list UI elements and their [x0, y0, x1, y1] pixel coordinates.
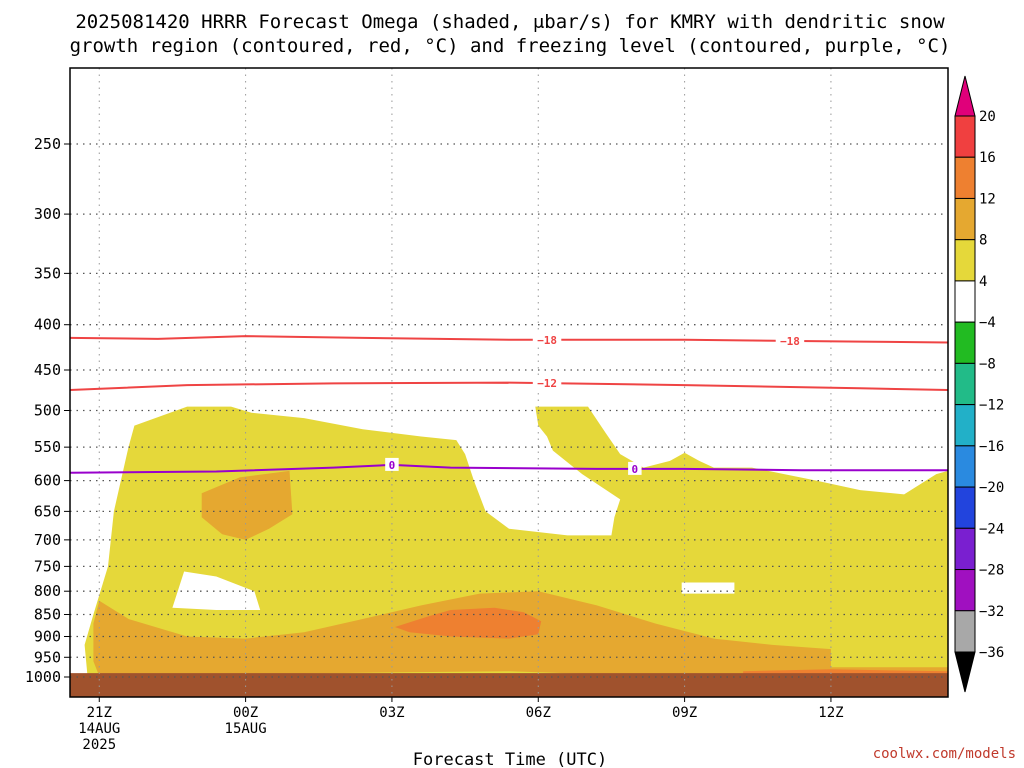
contour-label: 0: [632, 463, 639, 476]
y-tick-label: 500: [34, 402, 61, 420]
colorbar-label: 4: [979, 274, 987, 290]
colorbar-label: −28: [979, 563, 1004, 579]
colorbar-bin: [954, 404, 976, 447]
colorbar-bin: [954, 321, 976, 364]
y-tick-label: 600: [34, 472, 61, 490]
axes: 250 300 350 400 450 500 550 600 650 700 750 800 850 9…: [25, 67, 949, 753]
y-tick-label: 450: [34, 361, 61, 379]
y-tick-label: 550: [34, 438, 61, 456]
chart-title-line-2: growth region (contoured, red, °C) and f…: [70, 35, 951, 57]
colorbar-bin: [954, 445, 976, 488]
x-tick-label: 12Z: [818, 705, 843, 721]
contour-label-bg: [775, 333, 805, 347]
colorbar-label: −32: [979, 604, 1004, 620]
plot-content: −18 −18 −12 0 0: [70, 68, 948, 697]
colorbar-bin: [954, 280, 976, 323]
x-axis-title: Forecast Time (UTC): [413, 750, 607, 768]
colorbar-bin: [954, 239, 976, 282]
colorbar-arrow-down: [954, 651, 976, 693]
plot-frame: [69, 67, 949, 698]
colorbar-bin: [954, 156, 976, 199]
plot-area: −18 −18 −12 0 0: [70, 68, 948, 697]
credit-text: coolwx.com/models: [873, 746, 1016, 762]
y-tick-label: 300: [34, 205, 61, 223]
terrain-band: [70, 673, 948, 697]
y-tick-label: 700: [34, 531, 61, 549]
colorbar-bin: [954, 569, 976, 612]
colorbar-label: 8: [979, 233, 987, 249]
colorbar-label: 20: [979, 109, 996, 125]
colorbar-label: −8: [979, 356, 996, 372]
x-tick-label: 03Z: [379, 705, 404, 721]
omega-region-8-12: [201, 470, 293, 540]
colorbar-label: −20: [979, 480, 1004, 496]
contour-label: −12: [537, 377, 557, 390]
y-tick-label: 900: [34, 627, 61, 645]
contour-label: −18: [537, 334, 557, 347]
y-tick-label: 1000: [25, 668, 61, 686]
colorbar-bin: [954, 610, 976, 653]
y-tick-label: 250: [34, 135, 61, 153]
x-tick-label: 21Z: [87, 705, 112, 721]
contour-label-bg: [532, 376, 562, 390]
colorbar-label: 16: [979, 150, 996, 166]
x-tick-label: 2025: [82, 737, 116, 753]
colorbar-label: −12: [979, 398, 1004, 414]
colorbar-bin: [954, 362, 976, 406]
contour-label-bg: [385, 457, 399, 471]
x-tick-label: 14AUG: [78, 721, 120, 737]
colorbar-label: −16: [979, 439, 1004, 455]
colorbar: 20 16 12 8 4 −4 −8 −12 −16 −20 −24 −28 −32 −36: [954, 75, 1004, 693]
contour-label: 0: [389, 459, 396, 472]
contour-line-dgz_minus18: [70, 335, 948, 344]
colorbar-label: 12: [979, 191, 996, 207]
colorbar-label: −4: [979, 315, 996, 331]
contour-line-dgz_minus12: [70, 381, 948, 391]
y-tick-label: 350: [34, 264, 61, 282]
colorbar-bin: [954, 486, 976, 529]
y-tick-label: 650: [34, 502, 61, 520]
x-tick-label: 09Z: [672, 705, 697, 721]
y-tick-label: 750: [34, 557, 61, 575]
colorbar-bin: [954, 527, 976, 571]
y-tick-label: 850: [34, 606, 61, 624]
contour-label-bg: [532, 332, 562, 346]
chart-title-line-1: 2025081420 HRRR Forecast Omega (shaded, …: [75, 11, 945, 33]
y-tick-label: 950: [34, 648, 61, 666]
colorbar-label: −36: [979, 645, 1004, 661]
y-tick-label: 400: [34, 316, 61, 334]
x-tick-label: 15AUG: [225, 721, 267, 737]
colorbar-bin: [954, 197, 976, 241]
contour-line-freezing_0: [70, 463, 948, 474]
colorbar-label: −24: [979, 521, 1004, 537]
contour-label: −18: [780, 335, 800, 348]
x-tick-label: 00Z: [233, 705, 258, 721]
colorbar-bin: [954, 115, 976, 158]
omega-region-4-8: [84, 406, 948, 677]
contour-label-bg: [628, 461, 642, 475]
y-tick-label: 800: [34, 582, 61, 600]
colorbar-arrow-up: [954, 75, 976, 117]
x-tick-label: 06Z: [526, 705, 551, 721]
omega-region-12-16: [394, 607, 542, 639]
